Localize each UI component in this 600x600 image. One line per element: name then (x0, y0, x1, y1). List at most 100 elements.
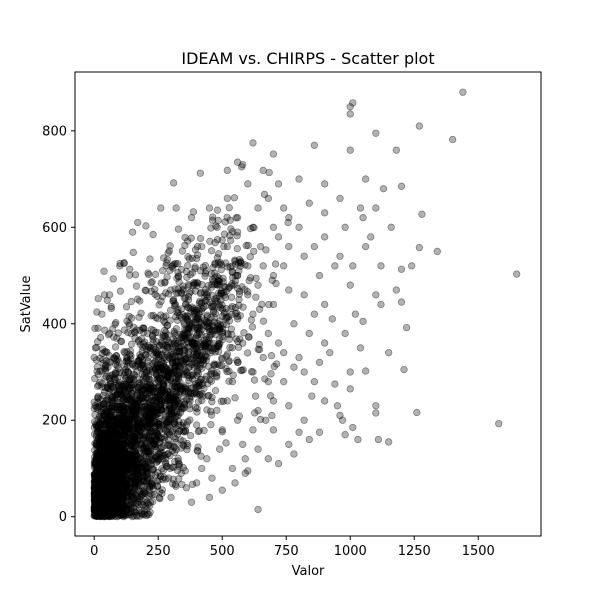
data-point (111, 494, 119, 502)
data-point (272, 360, 281, 368)
data-point (100, 480, 108, 488)
data-point (123, 491, 131, 499)
data-point (113, 490, 122, 498)
data-point (91, 502, 99, 510)
data-point (315, 428, 324, 436)
data-point (104, 497, 112, 505)
data-point (198, 464, 206, 473)
data-point (252, 274, 260, 283)
data-point (267, 352, 276, 360)
data-point (225, 357, 233, 365)
data-point (93, 500, 101, 509)
data-point (96, 463, 104, 471)
data-point (114, 435, 122, 444)
data-point (182, 484, 191, 492)
data-point (207, 421, 215, 429)
y-axis-label: SatValue (19, 275, 34, 332)
data-point (356, 344, 365, 352)
data-point (97, 492, 105, 500)
data-point (105, 473, 114, 481)
data-point (122, 436, 130, 444)
data-point (107, 434, 116, 442)
data-point (98, 481, 107, 489)
data-point (98, 493, 106, 501)
data-point (118, 481, 126, 489)
data-point (93, 338, 102, 346)
data-point (336, 411, 344, 420)
data-point (103, 465, 111, 474)
data-point (146, 502, 154, 510)
data-point (106, 490, 114, 498)
data-point (198, 281, 206, 289)
data-point (110, 500, 118, 508)
data-point (114, 475, 122, 483)
data-point (145, 482, 154, 490)
data-point (178, 404, 186, 413)
y-tick-label: 0 (59, 510, 67, 525)
data-point (141, 286, 149, 294)
data-point (285, 402, 293, 410)
data-point (249, 368, 257, 376)
data-point (94, 510, 103, 518)
data-point (90, 484, 98, 492)
data-point (95, 482, 103, 491)
data-point (105, 511, 113, 519)
data-point (101, 474, 110, 482)
data-point (94, 324, 102, 332)
data-point (184, 261, 192, 270)
data-point (159, 267, 167, 275)
data-point (105, 479, 113, 488)
x-tick-label: 500 (210, 544, 235, 559)
data-point (96, 485, 104, 493)
data-point (142, 222, 150, 230)
data-point (449, 135, 457, 144)
data-point (100, 489, 108, 497)
data-point (136, 340, 145, 349)
data-point (209, 263, 217, 272)
data-point (100, 473, 108, 482)
data-point (119, 510, 127, 518)
data-point (246, 253, 254, 261)
data-point (97, 460, 105, 469)
data-point (194, 427, 203, 436)
data-point (233, 271, 242, 280)
data-point (127, 330, 135, 338)
data-point (175, 352, 184, 360)
data-point (208, 216, 217, 224)
data-point (320, 180, 329, 188)
data-point (102, 454, 111, 463)
data-point (106, 479, 114, 488)
x-tick-label: 750 (274, 544, 299, 559)
data-point (102, 439, 111, 447)
data-point (99, 509, 107, 518)
data-point (99, 466, 108, 474)
data-point (109, 275, 117, 283)
data-point (105, 483, 114, 492)
data-point (310, 242, 319, 251)
data-point (110, 486, 119, 494)
data-point (168, 412, 177, 420)
data-point (102, 504, 110, 513)
data-point (131, 479, 139, 487)
data-point (213, 272, 221, 281)
data-point (118, 458, 126, 467)
data-point (96, 473, 105, 481)
data-point (145, 270, 153, 279)
data-point (100, 461, 108, 469)
data-point (99, 461, 107, 469)
data-point (94, 394, 102, 402)
data-point (106, 466, 114, 474)
data-point (109, 487, 117, 495)
data-point (218, 426, 226, 434)
data-point (97, 461, 105, 469)
data-point (90, 503, 99, 511)
data-point (259, 262, 267, 270)
data-point (150, 465, 158, 473)
data-point (194, 370, 202, 378)
data-point (320, 397, 329, 405)
data-point (137, 408, 146, 416)
data-point (94, 508, 103, 516)
data-point (177, 469, 185, 477)
data-point (137, 387, 146, 396)
data-point (93, 485, 101, 493)
